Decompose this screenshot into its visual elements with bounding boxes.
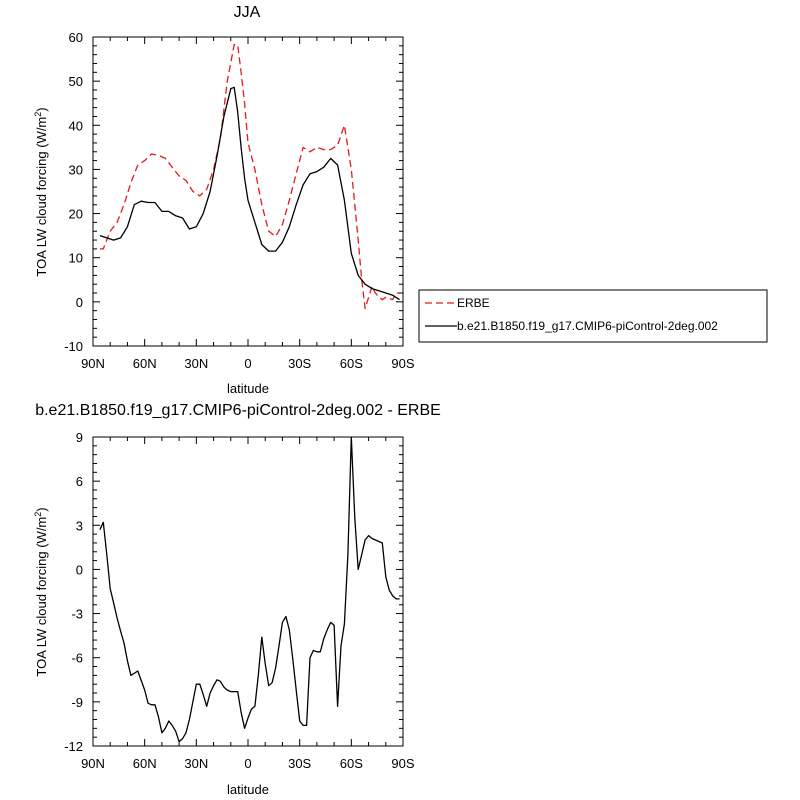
top-legend: ERBE b.e21.B1850.f19_g17.CMIP6-piControl… — [418, 289, 768, 343]
bottom-y-tick-label: 9 — [76, 430, 83, 445]
bottom-y-axis-label: TOA LW cloud forcing (W/m2) — [33, 507, 49, 676]
bottom-y-tick-label: 6 — [76, 474, 83, 489]
top-y-tick-label: 30 — [69, 162, 83, 177]
top-series-erbe-line — [99, 43, 400, 310]
bottom-chart: b.e21.B1850.f19_g17.CMIP6-piControl-2deg… — [33, 402, 441, 797]
bottom-x-tick-label: 30N — [184, 756, 208, 771]
top-y-tick-label: 10 — [69, 251, 83, 266]
top-y-tick-label: 50 — [69, 74, 83, 89]
bottom-x-tick-label: 30S — [288, 756, 311, 771]
legend-label-erbe: ERBE — [457, 296, 490, 310]
top-plot-frame — [92, 36, 404, 347]
top-x-tick-label: 90S — [391, 356, 414, 371]
bottom-chart-title: b.e21.B1850.f19_g17.CMIP6-piControl-2deg… — [35, 402, 441, 419]
bottom-plot-frame — [92, 436, 404, 747]
top-x-tick-label: 60S — [340, 356, 363, 371]
top-y-tick-label: 40 — [69, 118, 83, 133]
bottom-x-tick-label: 60S — [340, 756, 363, 771]
top-x-tick-label: 0 — [244, 356, 251, 371]
bottom-x-tick-label: 90N — [81, 756, 105, 771]
top-series-model-line — [99, 86, 400, 301]
bottom-y-tick-label: 3 — [76, 518, 83, 533]
bottom-y-tick-label: -6 — [71, 651, 83, 666]
top-y-tick-label: 0 — [76, 295, 83, 310]
top-y-axis-label: TOA LW cloud forcing (W/m2) — [33, 107, 49, 276]
bottom-x-tick-label: 60N — [133, 756, 157, 771]
top-x-tick-label: 60N — [133, 356, 157, 371]
top-x-tick-label: 90N — [81, 356, 105, 371]
bottom-y-tick-label: -12 — [64, 739, 83, 754]
top-chart-title: JJA — [234, 4, 261, 21]
legend-box — [418, 289, 768, 343]
bottom-y-tick-label: 0 — [76, 562, 83, 577]
bottom-y-tick-label: -3 — [71, 607, 83, 622]
bottom-x-tick-label: 90S — [391, 756, 414, 771]
top-x-axis-label: latitude — [227, 381, 269, 396]
top-y-tick-label: 60 — [69, 30, 83, 45]
top-y-tick-label: -10 — [64, 339, 83, 354]
bottom-y-tick-label: -9 — [71, 695, 83, 710]
bottom-x-tick-label: 0 — [244, 756, 251, 771]
legend-label-model: b.e21.B1850.f19_g17.CMIP6-piControl-2deg… — [457, 319, 718, 333]
bottom-x-axis-label: latitude — [227, 782, 269, 797]
top-x-tick-label: 30S — [288, 356, 311, 371]
bottom-series-difference-line — [99, 436, 400, 743]
top-x-tick-label: 30N — [184, 356, 208, 371]
top-y-tick-label: 20 — [69, 207, 83, 222]
